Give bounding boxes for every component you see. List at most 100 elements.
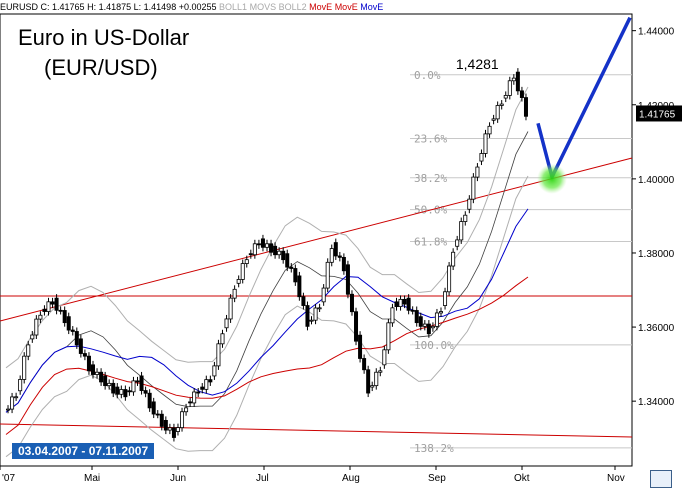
candle: [70, 329, 75, 332]
candle: [309, 319, 314, 322]
fib-label-1: 23.6%: [414, 132, 447, 145]
trend-line-lower: [0, 423, 633, 438]
chart-header: EURUSD C: 1.41765 H: 1.41875 L: 1.41498 …: [0, 0, 683, 14]
candle: [200, 386, 205, 390]
candle: [91, 364, 96, 375]
candle: [471, 176, 476, 200]
candle: [74, 331, 79, 346]
candle: [467, 198, 472, 210]
candle: [196, 391, 201, 394]
candle: [46, 301, 51, 312]
candle: [155, 413, 160, 416]
candle: [341, 256, 346, 272]
candle: [402, 298, 407, 305]
candle: [62, 310, 67, 324]
candle: [345, 264, 350, 295]
candle: [491, 118, 496, 121]
x-tick-label-0: '07: [2, 473, 15, 484]
candle: [264, 243, 269, 248]
candle: [386, 322, 391, 351]
candle: [459, 221, 464, 241]
candle: [394, 301, 399, 308]
candle: [434, 312, 439, 327]
candle: [443, 291, 448, 306]
candle: [507, 80, 512, 96]
candle: [95, 371, 100, 375]
candle: [180, 411, 185, 429]
candle: [240, 263, 245, 280]
low-value: L: 1.41498: [133, 2, 177, 12]
candle: [119, 389, 124, 395]
indicator-move-3[interactable]: MovE: [360, 2, 384, 12]
indicator-boll2[interactable]: BOLL2: [278, 2, 307, 12]
candle: [224, 318, 229, 329]
candle: [216, 343, 221, 367]
x-tick-label-7: Nov: [607, 473, 625, 484]
indicator-movs[interactable]: MOVS: [249, 2, 277, 12]
candle: [305, 305, 310, 327]
y-tick-label-3: 1.38000: [638, 249, 675, 260]
bollinger-lower: [5, 175, 529, 458]
candle: [66, 316, 71, 331]
candle: [38, 314, 43, 320]
high-value: H: 1.41875: [87, 2, 132, 12]
candle: [317, 307, 322, 310]
fib-label-6: 138.2%: [414, 442, 454, 455]
chart-tool-icon[interactable]: [650, 470, 672, 488]
candle: [82, 353, 87, 357]
candle: [86, 355, 91, 372]
x-tick-label-2: Jun: [170, 473, 186, 484]
candle: [329, 248, 334, 263]
candle: [18, 379, 23, 392]
change-value: +0.00255: [178, 2, 217, 12]
candle: [483, 133, 488, 154]
candle: [188, 401, 193, 404]
indicator-move-1[interactable]: MovE: [309, 2, 333, 12]
current-price-tag: [636, 105, 682, 122]
indicator-boll1[interactable]: BOLL1: [219, 2, 248, 12]
y-tick-label-4: 1.36000: [638, 323, 675, 334]
candle: [163, 419, 168, 431]
candle: [6, 408, 11, 411]
candle: [171, 427, 176, 438]
candle: [370, 385, 375, 388]
y-tick-label-5: 1.34000: [638, 397, 675, 408]
candle: [273, 245, 278, 256]
candle: [479, 153, 484, 162]
candle: [135, 380, 140, 383]
forecast-path: [536, 16, 632, 179]
candle: [422, 323, 427, 327]
candle: [366, 369, 371, 394]
candle: [184, 407, 189, 413]
candle: [430, 325, 435, 329]
candle: [511, 77, 516, 82]
peak-label: 1,4281: [456, 56, 499, 72]
candle: [34, 318, 39, 336]
trend-line-upper: [0, 157, 633, 322]
target-zone: [537, 163, 567, 194]
candle: [503, 95, 508, 99]
close-value: C: 1.41765: [40, 2, 85, 12]
candle: [139, 375, 144, 391]
x-tick-label-3: Jul: [256, 473, 269, 484]
candle: [463, 214, 468, 222]
indicator-move-2[interactable]: MovE: [334, 2, 358, 12]
candle: [111, 382, 116, 394]
y-tick-label-0: 1.44000: [638, 27, 675, 38]
symbol-label: EURUSD: [0, 2, 39, 12]
candle: [232, 288, 237, 299]
candle: [99, 371, 104, 383]
candle: [426, 323, 431, 335]
candle: [147, 392, 152, 409]
candle: [406, 297, 411, 311]
fib-label-4: 61.8%: [414, 235, 447, 248]
candle: [244, 259, 249, 264]
candle: [220, 333, 225, 345]
candle: [455, 239, 460, 247]
candle: [236, 279, 241, 284]
candle: [390, 307, 395, 324]
candle: [192, 391, 197, 404]
x-tick-label-1: Mai: [84, 473, 100, 484]
candle: [269, 243, 274, 253]
